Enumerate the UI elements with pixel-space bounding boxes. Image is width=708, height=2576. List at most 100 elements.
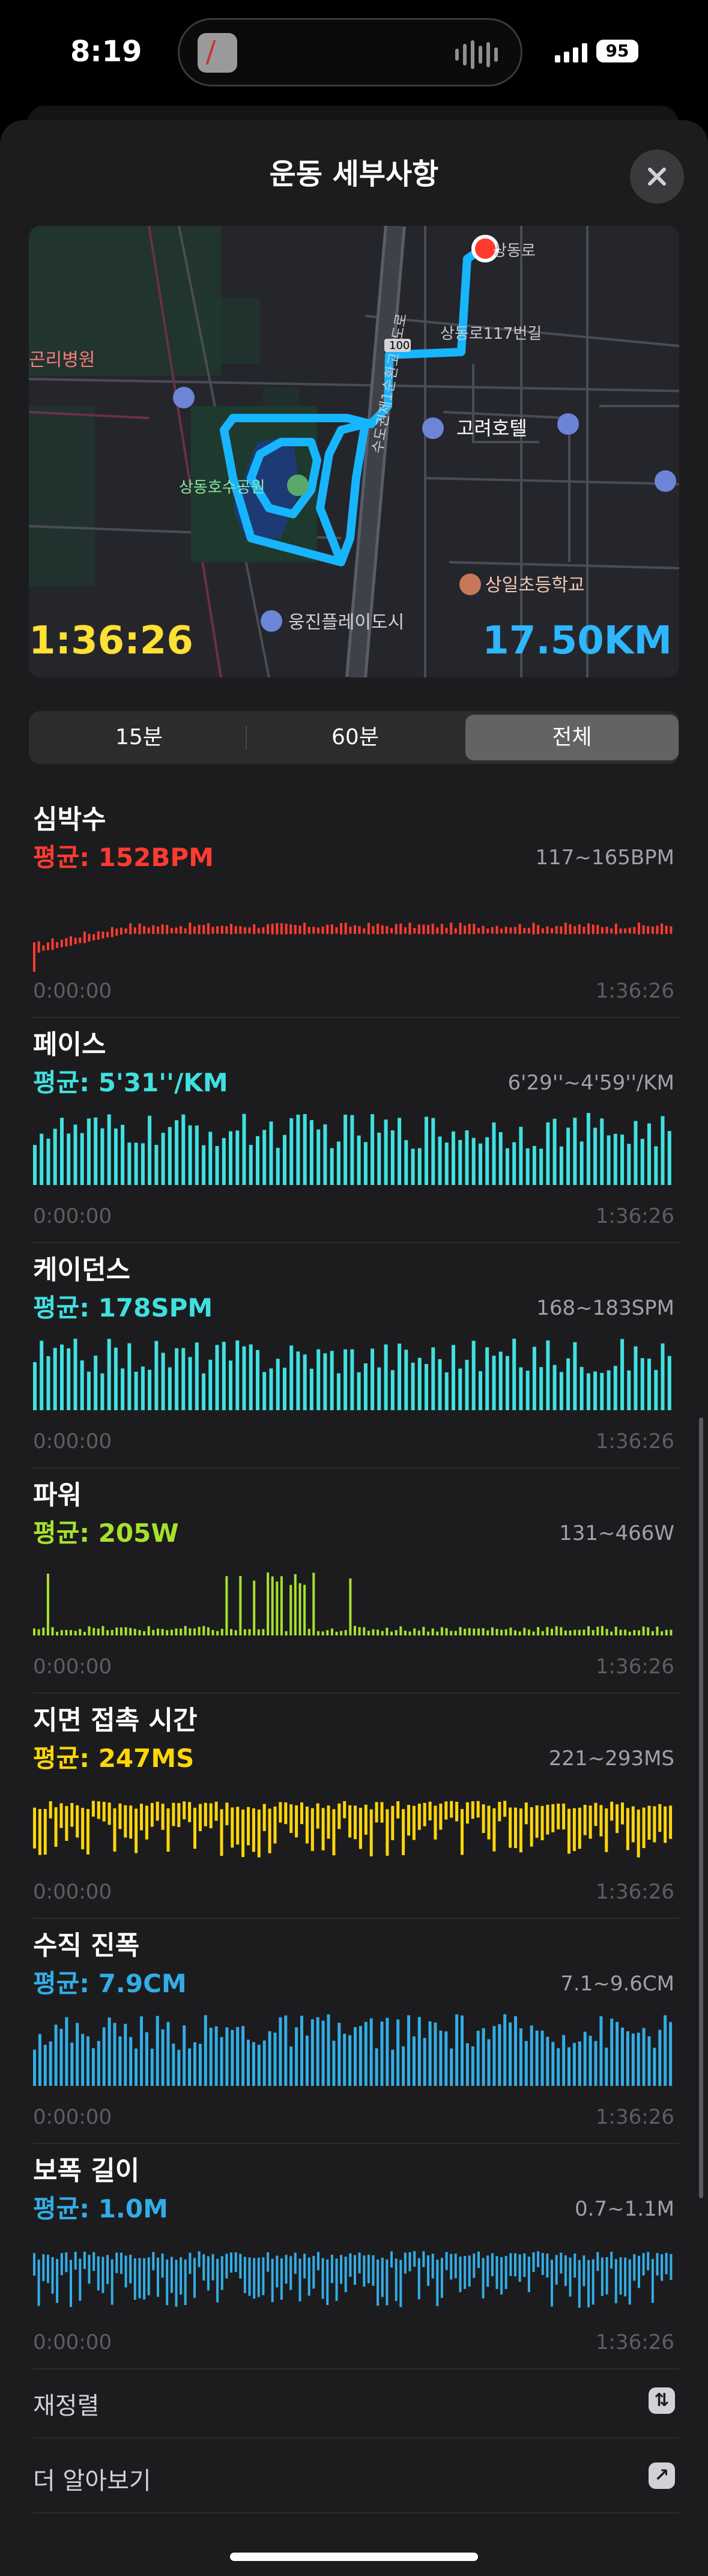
chart-bar [391, 1805, 395, 1840]
route-map[interactable]: 곤리병원 상동로117번길 상동로 고려호텔 상동호수공원 상일초등학교 웅진플… [29, 226, 679, 677]
chart-bar [349, 1578, 352, 1635]
chart-bar [309, 1368, 313, 1410]
chart-bar [65, 2017, 68, 2086]
chart-bar [102, 2027, 106, 2086]
chart-bar [523, 1628, 526, 1635]
chart-bar [101, 1626, 104, 1635]
chart-bar [427, 1631, 430, 1635]
chart-bar [257, 1809, 261, 1858]
chart-bar [372, 1629, 375, 1635]
chart-bar [471, 1341, 476, 1410]
chart-bar [350, 1115, 354, 1185]
chart-bar [110, 2259, 113, 2305]
chart-bar [605, 2257, 608, 2295]
chart-bar [587, 1626, 590, 1635]
chart-bar [161, 924, 164, 935]
learn-more-row[interactable]: 더 알아보기 ↗ [0, 2438, 708, 2514]
chart-bar [229, 1360, 232, 1410]
chart-bar [330, 1148, 334, 1185]
close-button[interactable] [630, 150, 684, 204]
chart-bar [573, 1342, 577, 1410]
dynamic-island[interactable] [178, 18, 522, 86]
metric-power[interactable]: 파워 평균: 205W 131~466W 0:00:00 1:36:26 [0, 1473, 708, 1699]
chart-bar [654, 1146, 658, 1185]
chart-bar [569, 924, 572, 935]
chart-bar [519, 1127, 523, 1185]
chart-bar [88, 933, 91, 942]
chart-bar [588, 2035, 592, 2086]
chart-bar [83, 1632, 86, 1635]
chart-bar [535, 2030, 539, 2086]
chart-bar [262, 1372, 267, 1410]
chart-bar [527, 927, 530, 934]
segment-15min[interactable]: 15분 [115, 725, 163, 750]
chart-bar [337, 1803, 341, 1829]
chart-bar [147, 1626, 150, 1635]
chart-bar [624, 2257, 627, 2297]
segment-60min[interactable]: 60분 [331, 725, 379, 750]
chart-bar [289, 1584, 292, 1635]
chart-bar [189, 923, 192, 935]
chart-bar [436, 1631, 439, 1635]
chart-bar [156, 1801, 159, 1821]
chart-bar [289, 2046, 293, 2086]
chart-bar [133, 1629, 136, 1635]
chart-bar [300, 2016, 303, 2086]
chart-bar [327, 1805, 330, 1839]
chart-bar [46, 1356, 50, 1410]
chart-bar [256, 1136, 259, 1185]
chart-bar [386, 2017, 389, 2086]
chart-bar [434, 2022, 437, 2086]
chart-bar [166, 1808, 170, 1852]
chart-bar [234, 2252, 237, 2272]
home-indicator[interactable] [230, 2553, 478, 2561]
chart-bar [404, 927, 407, 934]
chart-bar [317, 927, 319, 934]
reorder-row[interactable]: 재정렬 ⇅ [0, 2363, 708, 2438]
chart-bar [317, 1631, 319, 1635]
scroll-indicator[interactable] [699, 1417, 703, 2198]
chart-bar [439, 1804, 443, 1830]
chart-bar [572, 2043, 576, 2086]
chart-bar [211, 1629, 214, 1635]
chart-bar [113, 2023, 116, 2086]
metric-ground-contact-time[interactable]: 지면 접촉 시간 평균: 247MS 221~293MS 0:00:00 1:3… [0, 1699, 708, 1924]
chart-bar [181, 1348, 186, 1410]
chart-bar [546, 1804, 549, 1835]
chart-bar [336, 1373, 340, 1410]
chart-bar [399, 1626, 402, 1635]
chart-bar [37, 1629, 40, 1635]
chart-bar [471, 1801, 474, 1819]
chart-bar [468, 2255, 471, 2287]
chart-bar [588, 1805, 592, 1839]
chart-end-time: 1:36:26 [595, 1429, 674, 1453]
metric-cadence[interactable]: 케이던스 평균: 178SPM 168~183SPM 0:00:00 1:36:… [0, 1248, 708, 1473]
metric-pace[interactable]: 페이스 평균: 5'31''/KM 6'29''~4'59''/KM 0:00:… [0, 1023, 708, 1248]
chart-bar [653, 2047, 656, 2086]
metric-stride-length[interactable]: 보폭 길이 평균: 1.0M 0.7~1.1M 0:00:00 1:36:26 [0, 2149, 708, 2374]
chart-bar [667, 1356, 671, 1410]
chart-bar [498, 1802, 501, 1822]
chart-bar [124, 1627, 127, 1635]
metric-heart-rate[interactable]: 심박수 평균: 152BPM 117~165BPM 0:00:00 1:36:2… [0, 798, 708, 1023]
chart-bar [133, 2258, 136, 2300]
chart-bar [161, 1133, 165, 1185]
chart-bar [231, 1807, 234, 1848]
divider [33, 2512, 679, 2514]
chart-bar [454, 1631, 457, 1635]
chart-bar [129, 1628, 132, 1635]
chart-bar [423, 2038, 426, 2086]
metric-vertical-oscillation[interactable]: 수직 진폭 평균: 7.9CM 7.1~9.6CM 0:00:00 1:36:2… [0, 1924, 708, 2149]
chart-bar [120, 927, 123, 935]
chart-bar [535, 1805, 539, 1838]
chart-bar [150, 2049, 154, 2086]
chart-bar [215, 1345, 219, 1410]
chart-bar [161, 1804, 165, 1830]
chart-bar [120, 2252, 123, 2274]
chart-bar [614, 923, 617, 935]
segment-all[interactable]: 전체 [465, 715, 679, 760]
chart-bar [310, 1808, 314, 1851]
chart-bar [330, 924, 333, 935]
chart-bar [464, 2256, 467, 2290]
chart-bar [438, 1359, 442, 1410]
